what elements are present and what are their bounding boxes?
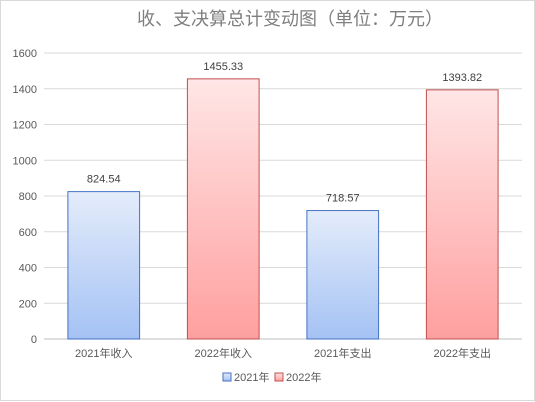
y-tick-label: 1000 <box>13 155 37 167</box>
legend: 2021年 2022年 <box>222 370 321 384</box>
y-tick-label: 1400 <box>13 84 37 96</box>
y-tick-label: 0 <box>31 334 37 346</box>
y-tick-label: 200 <box>19 298 37 310</box>
x-tick-label: 2022年收入 <box>195 346 252 360</box>
y-tick-label: 1200 <box>13 120 37 132</box>
bar <box>67 191 141 340</box>
bar <box>425 89 499 340</box>
legend-label: 2022年 <box>286 370 321 384</box>
data-label: 718.57 <box>326 193 360 205</box>
y-tick-label: 600 <box>19 227 37 239</box>
data-label: 1393.82 <box>442 72 482 84</box>
y-axis-ticks: 0 200 400 600 800 1000 1200 1400 1600 <box>13 48 37 346</box>
chart-title: 收、支决算总计变动图（单位：万元） <box>137 9 443 30</box>
y-tick-label: 400 <box>19 263 37 275</box>
bar <box>186 78 260 340</box>
x-tick-label: 2022年支出 <box>434 346 491 360</box>
legend-label: 2021年 <box>234 370 269 384</box>
x-tick-label: 2021年支出 <box>314 346 371 360</box>
y-tick-label: 1600 <box>13 48 37 60</box>
x-axis-ticks: 2021年收入 2022年收入 2021年支出 2022年支出 <box>75 346 491 360</box>
y-tick-label: 800 <box>19 191 37 203</box>
data-label: 824.54 <box>87 174 121 186</box>
data-label: 1455.33 <box>203 61 243 73</box>
legend-swatch <box>222 372 232 382</box>
bar <box>306 210 380 340</box>
bars: 824.54 1455.33 718.57 1393.82 <box>67 61 499 340</box>
legend-swatch <box>274 372 284 382</box>
x-tick-label: 2021年收入 <box>75 346 132 360</box>
